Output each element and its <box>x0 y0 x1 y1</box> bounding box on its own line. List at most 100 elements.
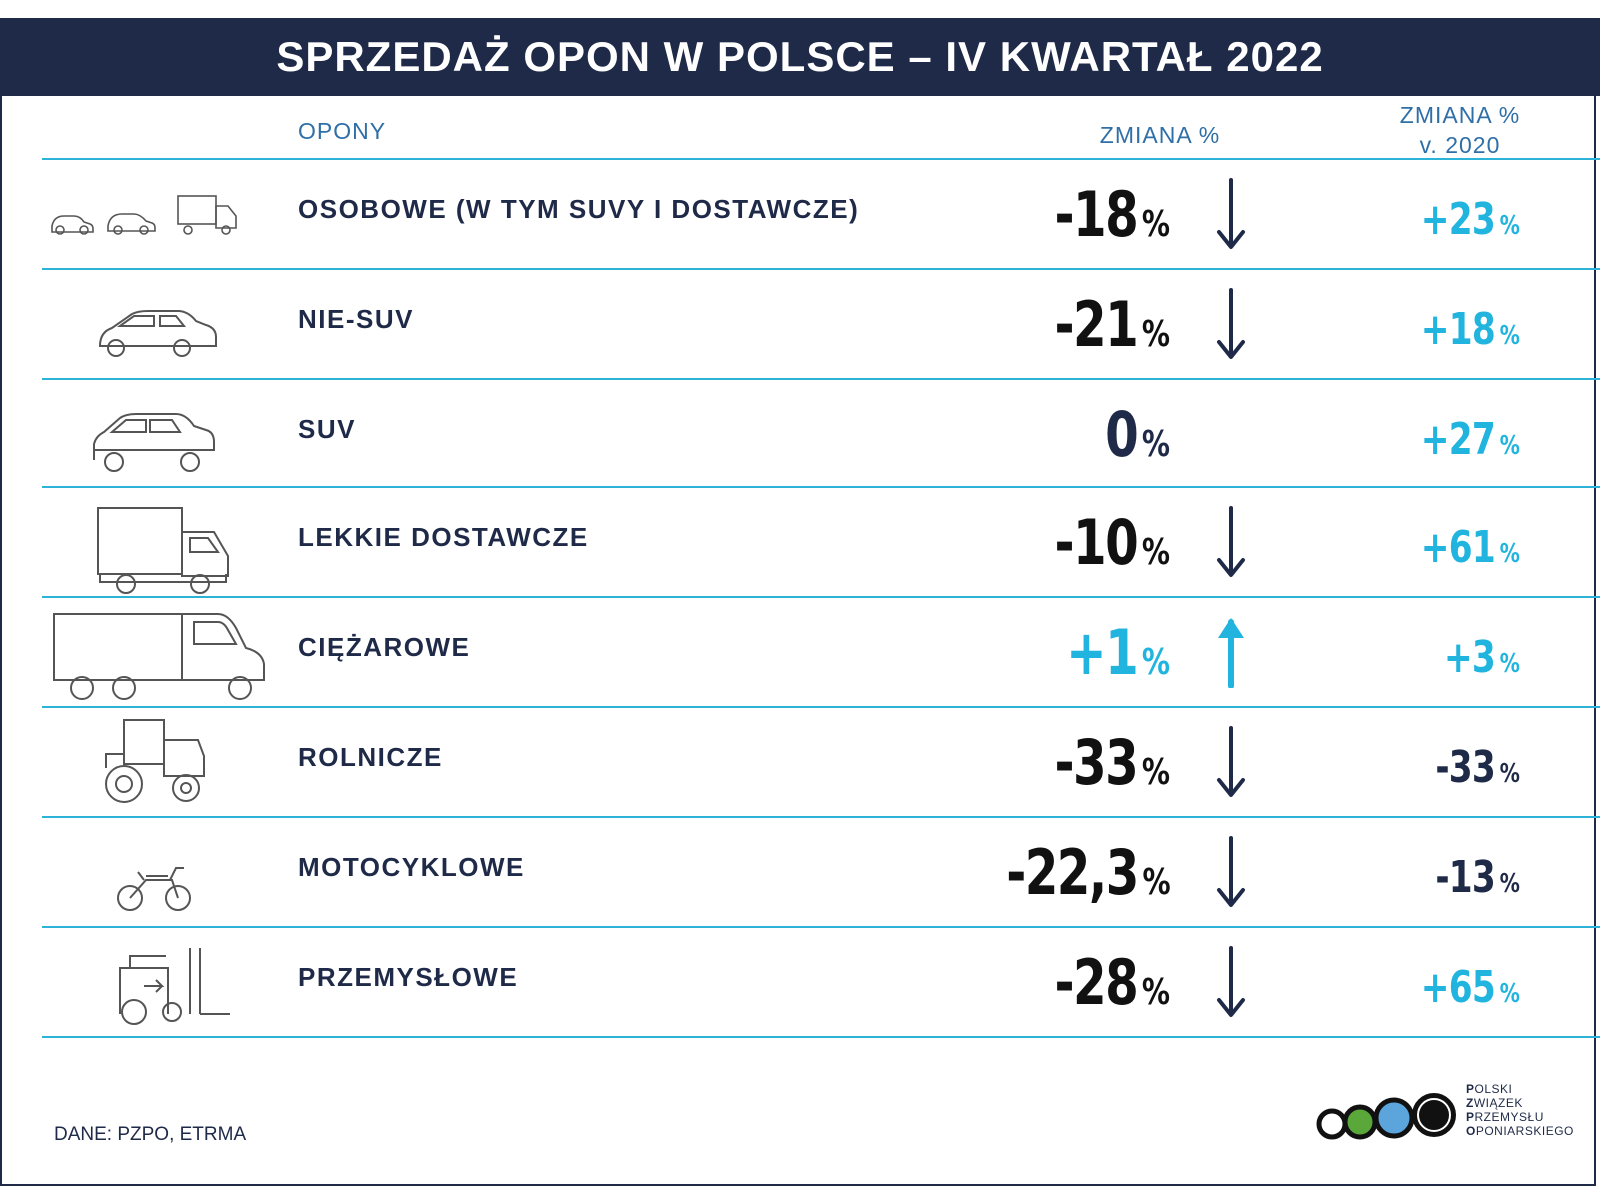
arrow-down-icon <box>1217 506 1245 577</box>
change-value: 0% <box>1006 398 1170 471</box>
change-value: -18% <box>1006 178 1170 251</box>
logo-circle-4-ring <box>1417 1098 1451 1132</box>
change-v2020-number: -33 <box>1435 742 1495 793</box>
arrow-down-icon <box>1217 836 1245 907</box>
pzpo-logo-text: POLSKI ZWIĄZEK PRZEMYSŁU OPONIARSKIEGO <box>1466 1082 1574 1138</box>
table-row: MOTOCYKLOWE -22,3% -13% <box>0 818 1600 928</box>
row-divider <box>42 378 1600 380</box>
change-v2020-value: +27% <box>1364 414 1520 465</box>
chart-frame <box>0 18 1596 1186</box>
change-v2020-value: +61% <box>1364 522 1520 573</box>
arrow-up-icon <box>1218 618 1244 688</box>
change-v2020-unit: % <box>1499 211 1520 241</box>
change-v2020-unit: % <box>1499 321 1520 351</box>
change-number: 0 <box>1105 398 1139 471</box>
category-label: NIE-SUV <box>298 304 414 334</box>
change-v2020-number: +65 <box>1420 962 1496 1013</box>
logo-line-4: OPONIARSKIEGO <box>1466 1124 1574 1138</box>
change-unit: % <box>1141 642 1170 683</box>
change-v2020-unit: % <box>1499 431 1520 461</box>
change-v2020-number: +23 <box>1420 194 1496 245</box>
header-zmiana-v2020-line1: ZMIANA % <box>1399 102 1521 128</box>
change-number: -28 <box>1054 946 1138 1019</box>
table-row: PRZEMYSŁOWE -28% +65% <box>0 928 1600 1038</box>
change-v2020-unit: % <box>1499 979 1520 1009</box>
header-zmiana-v2020: ZMIANA % v. 2020 <box>1340 100 1580 160</box>
row-divider <box>42 1036 1600 1038</box>
change-unit: % <box>1141 424 1170 465</box>
change-number: -22,3 <box>1006 836 1139 909</box>
change-unit: % <box>1142 862 1171 903</box>
change-v2020-unit: % <box>1499 759 1520 789</box>
change-v2020-unit: % <box>1499 869 1520 899</box>
logo-circle-3 <box>1373 1097 1415 1139</box>
motorcycle-icon <box>40 818 290 930</box>
change-value: -22,3% <box>1006 836 1170 909</box>
suv-icon <box>40 380 290 492</box>
change-unit: % <box>1141 314 1170 355</box>
change-v2020-value: -13% <box>1364 852 1520 903</box>
category-label: MOTOCYKLOWE <box>298 852 525 882</box>
change-v2020-number: +18 <box>1420 304 1496 355</box>
header-zmiana: ZMIANA % <box>1099 122 1221 148</box>
tractor-icon <box>40 708 290 820</box>
header-divider <box>42 158 1600 160</box>
change-value: -28% <box>1006 946 1170 1019</box>
delivery-van-icon <box>40 488 290 600</box>
table-row: OSOBOWE (W TYM SUVY I DOSTAWCZE) -18% +23% <box>0 160 1600 270</box>
change-v2020-value: +3% <box>1364 632 1520 683</box>
row-divider <box>42 486 1600 488</box>
category-label: OSOBOWE (W TYM SUVY I DOSTAWCZE) <box>298 194 860 224</box>
truck-icon <box>40 598 290 710</box>
forklift-icon <box>40 928 290 1040</box>
header-zmiana-v2020-line2: v. 2020 <box>1419 132 1501 158</box>
table-row: CIĘŻAROWE +1% +3% <box>0 598 1600 708</box>
table-row: NIE-SUV -21% +18% <box>0 270 1600 380</box>
category-label: LEKKIE DOSTAWCZE <box>298 522 589 552</box>
logo-line-1: POLSKI <box>1466 1082 1513 1096</box>
change-v2020-number: +61 <box>1420 522 1496 573</box>
table-row: LEKKIE DOSTAWCZE -10% +61% <box>0 488 1600 598</box>
row-divider <box>42 268 1600 270</box>
row-divider <box>42 706 1600 708</box>
change-value: -33% <box>1006 726 1170 799</box>
change-unit: % <box>1141 752 1170 793</box>
table-row: ROLNICZE -33% -33% <box>0 708 1600 818</box>
change-number: +1 <box>1066 616 1139 689</box>
arrow-down-icon <box>1217 726 1245 797</box>
change-v2020-value: +18% <box>1364 304 1520 355</box>
change-v2020-value: -33% <box>1364 742 1520 793</box>
chart-title: SPRZEDAŻ OPON W POLSCE – IV KWARTAŁ 2022 <box>0 18 1600 96</box>
category-label: ROLNICZE <box>298 742 443 772</box>
change-value: -21% <box>1006 288 1170 361</box>
row-divider <box>42 596 1600 598</box>
change-number: -21 <box>1054 288 1138 361</box>
table-row: SUV 0% +27% <box>0 380 1600 488</box>
arrow-down-icon <box>1217 178 1245 249</box>
change-number: -18 <box>1054 178 1138 251</box>
arrow-down-icon <box>1217 288 1245 359</box>
change-number: -10 <box>1054 506 1138 579</box>
category-label: SUV <box>298 414 356 444</box>
passenger-vehicles-icon <box>40 160 290 272</box>
logo-line-3: PRZEMYSŁU <box>1466 1110 1544 1124</box>
change-v2020-number: +27 <box>1420 414 1496 465</box>
logo-circle-1 <box>1316 1108 1348 1140</box>
change-v2020-number: -13 <box>1435 852 1495 903</box>
category-label: PRZEMYSŁOWE <box>298 962 519 992</box>
pzpo-logo-icon <box>1316 1093 1456 1140</box>
arrow-down-icon <box>1217 946 1245 1017</box>
logo-circle-2 <box>1342 1104 1378 1140</box>
change-number: -33 <box>1054 726 1138 799</box>
change-v2020-unit: % <box>1499 649 1520 679</box>
source-note: DANE: PZPO, ETRMA <box>54 1124 247 1145</box>
change-v2020-value: +23% <box>1364 194 1520 245</box>
header-opony: OPONY <box>298 118 387 144</box>
change-unit: % <box>1141 972 1170 1013</box>
car-icon <box>40 270 290 382</box>
change-unit: % <box>1141 204 1170 245</box>
change-unit: % <box>1141 532 1170 573</box>
change-value: +1% <box>1006 616 1170 689</box>
category-label: CIĘŻAROWE <box>298 632 471 662</box>
logo-circle-4 <box>1412 1093 1456 1137</box>
